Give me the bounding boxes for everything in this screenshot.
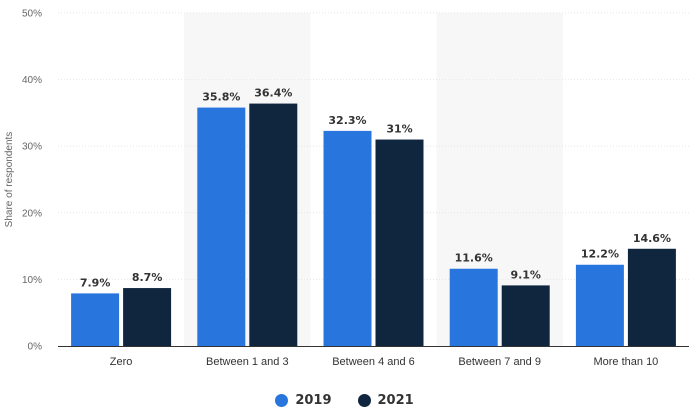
x-category-label: Between 1 and 3 <box>206 356 289 368</box>
bar-2019 <box>449 268 498 346</box>
data-label-2021: 36.4% <box>254 87 292 100</box>
y-tick-label: 20% <box>22 208 42 219</box>
bar-2021 <box>627 248 676 346</box>
y-tick-label: 40% <box>22 75 42 86</box>
legend: 2019 2021 <box>0 393 689 408</box>
y-tick-label: 30% <box>22 142 42 153</box>
legend-item-2019[interactable]: 2019 <box>275 393 332 408</box>
y-tick-label: 0% <box>28 342 43 353</box>
x-category-label: More than 10 <box>593 356 658 368</box>
bar-2021 <box>375 139 424 346</box>
x-category-label: Between 4 and 6 <box>332 356 415 368</box>
bar-2021 <box>123 288 172 346</box>
bar-2019 <box>71 293 120 346</box>
y-axis-ticks: 0% 10% 20% 30% 40% 50% <box>22 9 42 353</box>
data-label-2019: 11.6% <box>455 252 493 265</box>
legend-label-2019: 2019 <box>295 393 332 408</box>
bar-2021 <box>501 285 550 346</box>
data-label-2019: 32.3% <box>328 114 366 127</box>
data-label-2019: 35.8% <box>202 91 240 104</box>
y-axis-label: Share of respondents <box>4 132 15 228</box>
x-axis-categories: Zero Between 1 and 3 Between 4 and 6 Betwee… <box>110 356 659 368</box>
y-tick-label: 50% <box>22 9 42 20</box>
data-label-2021: 9.1% <box>510 268 541 281</box>
x-category-label: Between 7 and 9 <box>458 356 541 368</box>
legend-marker-2021 <box>357 394 371 407</box>
gridlines <box>58 12 689 280</box>
bar-2019 <box>323 130 372 346</box>
data-label-2019: 12.2% <box>581 248 619 261</box>
bar-2021 <box>249 103 298 347</box>
data-label-2021: 8.7% <box>132 271 163 284</box>
bar-2019 <box>197 107 246 347</box>
bars: 7.9% 35.8% 32.3% 11.6% 12.2% 8.7% 36.4% 31% 9.1%… <box>71 87 676 347</box>
data-label-2019: 7.9% <box>80 276 111 289</box>
y-tick-label: 10% <box>22 275 42 286</box>
data-label-2021: 14.6% <box>633 232 671 245</box>
legend-marker-2019 <box>275 394 289 407</box>
legend-label-2021: 2021 <box>377 393 414 408</box>
data-label-2021: 31% <box>386 123 412 136</box>
x-category-label: Zero <box>110 356 133 368</box>
bar-2019 <box>575 264 624 346</box>
legend-item-2021[interactable]: 2021 <box>357 393 414 408</box>
